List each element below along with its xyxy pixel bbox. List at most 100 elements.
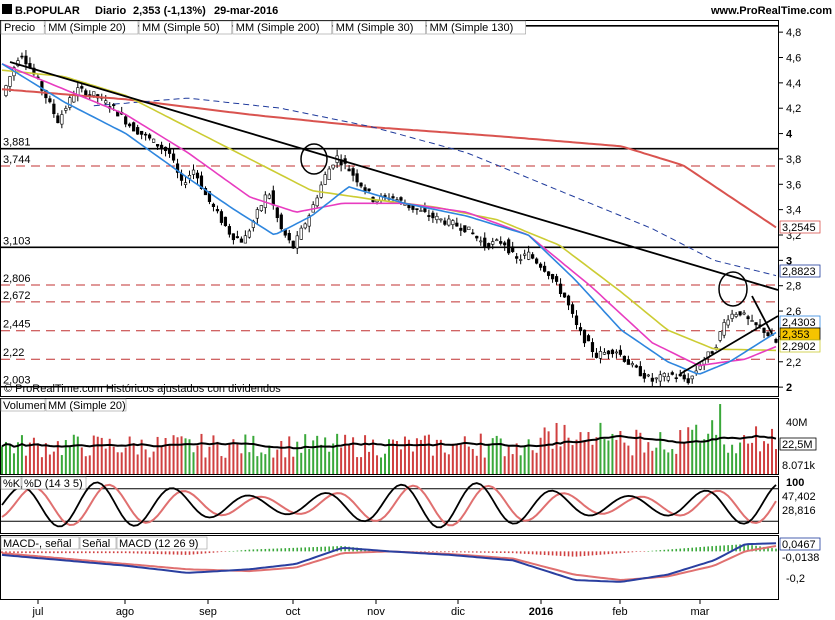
- candle-body: [275, 207, 279, 219]
- candle-body: [148, 134, 152, 139]
- tag-ma50-label: 2,2902: [782, 341, 816, 353]
- volume-bar: [84, 456, 87, 474]
- macd-hist-bar: [719, 545, 721, 552]
- candle-body: [239, 238, 243, 243]
- legend-item: [0, 20, 45, 35]
- candle-body: [451, 220, 455, 225]
- level-label: 2,806: [3, 273, 31, 285]
- level-label: 2,22: [3, 347, 24, 359]
- volume-bar: [312, 440, 315, 474]
- macd-hist-bar: [543, 551, 546, 555]
- volume-bar: [328, 451, 331, 474]
- volume-bar: [260, 452, 263, 474]
- volume-bar: [663, 449, 666, 474]
- macd-hist-bar: [208, 551, 211, 554]
- candle-body: [523, 253, 527, 256]
- candle-body: [491, 241, 495, 245]
- candle-body: [682, 374, 686, 380]
- candle-body: [666, 376, 670, 381]
- stoch-tick-label: 100: [786, 477, 804, 489]
- volume-bar: [364, 435, 367, 474]
- volume-bar: [64, 440, 67, 474]
- candle-body: [658, 374, 662, 382]
- macd-hist-bar: [475, 551, 478, 553]
- volume-bar: [28, 442, 31, 474]
- macd-hist-bar: [168, 551, 171, 555]
- macd-hist-bar: [112, 551, 115, 554]
- macd-hist-bar: [17, 551, 19, 554]
- volume-bar: [743, 435, 746, 474]
- volume-bar: [427, 434, 430, 474]
- volume-bar: [4, 441, 7, 474]
- volume-bar: [655, 447, 658, 474]
- candle-body: [479, 240, 483, 243]
- macd-hist-bar: [13, 551, 15, 554]
- candle-body: [243, 235, 247, 244]
- candle-body: [315, 197, 319, 207]
- macd-hist-bar: [65, 551, 67, 554]
- volume-bar: [44, 443, 47, 474]
- level-label: 2,003: [3, 375, 31, 387]
- volume-bar: [531, 450, 534, 474]
- candle-body: [399, 197, 403, 201]
- macd-hist-bar: [495, 551, 498, 553]
- candle-body: [610, 349, 615, 355]
- volume-bar: [32, 437, 35, 474]
- candle-body: [662, 373, 666, 377]
- candle-body: [363, 187, 367, 192]
- x-tick-label: 2016: [529, 606, 553, 618]
- volume-bar: [411, 451, 414, 474]
- macd-hist-bar: [683, 548, 686, 552]
- volume-bar: [631, 455, 634, 474]
- macd-hist-bar: [284, 548, 287, 552]
- candle-body: [746, 316, 750, 320]
- macd-hist-bar: [563, 551, 566, 557]
- candle-body: [562, 292, 567, 298]
- macd-hist-bar: [77, 551, 79, 554]
- candle-body: [427, 215, 431, 217]
- legend-item: [0, 476, 22, 490]
- stoch-lines: [1, 481, 778, 529]
- header-bar: [0, 0, 835, 20]
- candle-body: [331, 164, 335, 169]
- x-tick-label: mar: [691, 606, 710, 618]
- highlight-circle-mar: [718, 271, 748, 307]
- macd-hist-bar: [5, 551, 7, 554]
- volume-bar: [431, 455, 434, 474]
- volume-bar: [587, 432, 590, 474]
- volume-bar: [320, 444, 323, 474]
- candle-body: [207, 191, 212, 202]
- candle-body: [4, 85, 8, 96]
- candle-body: [606, 350, 611, 355]
- macd-hist-bar: [41, 551, 43, 554]
- volume-bar: [639, 432, 642, 474]
- volume-bar: [248, 452, 251, 474]
- y-tick-label: 4: [786, 129, 793, 141]
- candle-body: [734, 314, 738, 317]
- candle-body: [686, 378, 690, 384]
- macd-hist-bar: [448, 551, 450, 553]
- candle-body: [231, 233, 236, 241]
- stoch-panel: [0, 476, 779, 534]
- volume-bar: [160, 446, 163, 474]
- uptrend-line: [679, 315, 779, 375]
- menu-icon[interactable]: [2, 4, 12, 14]
- volume-bar: [324, 437, 327, 474]
- macd-hist-bar: [527, 551, 530, 555]
- volume-bar: [651, 450, 654, 474]
- candle-body: [423, 208, 427, 212]
- candle-body: [527, 251, 531, 260]
- macd-hist-bar: [240, 550, 243, 552]
- candle-body: [678, 373, 682, 377]
- candle-body: [407, 204, 411, 209]
- candle-body: [738, 311, 742, 316]
- candle-body: [24, 55, 28, 65]
- volume-bar: [332, 443, 335, 474]
- candle-body: [439, 218, 443, 221]
- candle-body: [459, 227, 463, 231]
- volume-bar: [575, 439, 578, 474]
- macd-hist-bar: [611, 551, 614, 554]
- candle-body: [463, 225, 467, 233]
- stoch-d-line: [1, 483, 777, 527]
- volume-bar: [583, 441, 586, 474]
